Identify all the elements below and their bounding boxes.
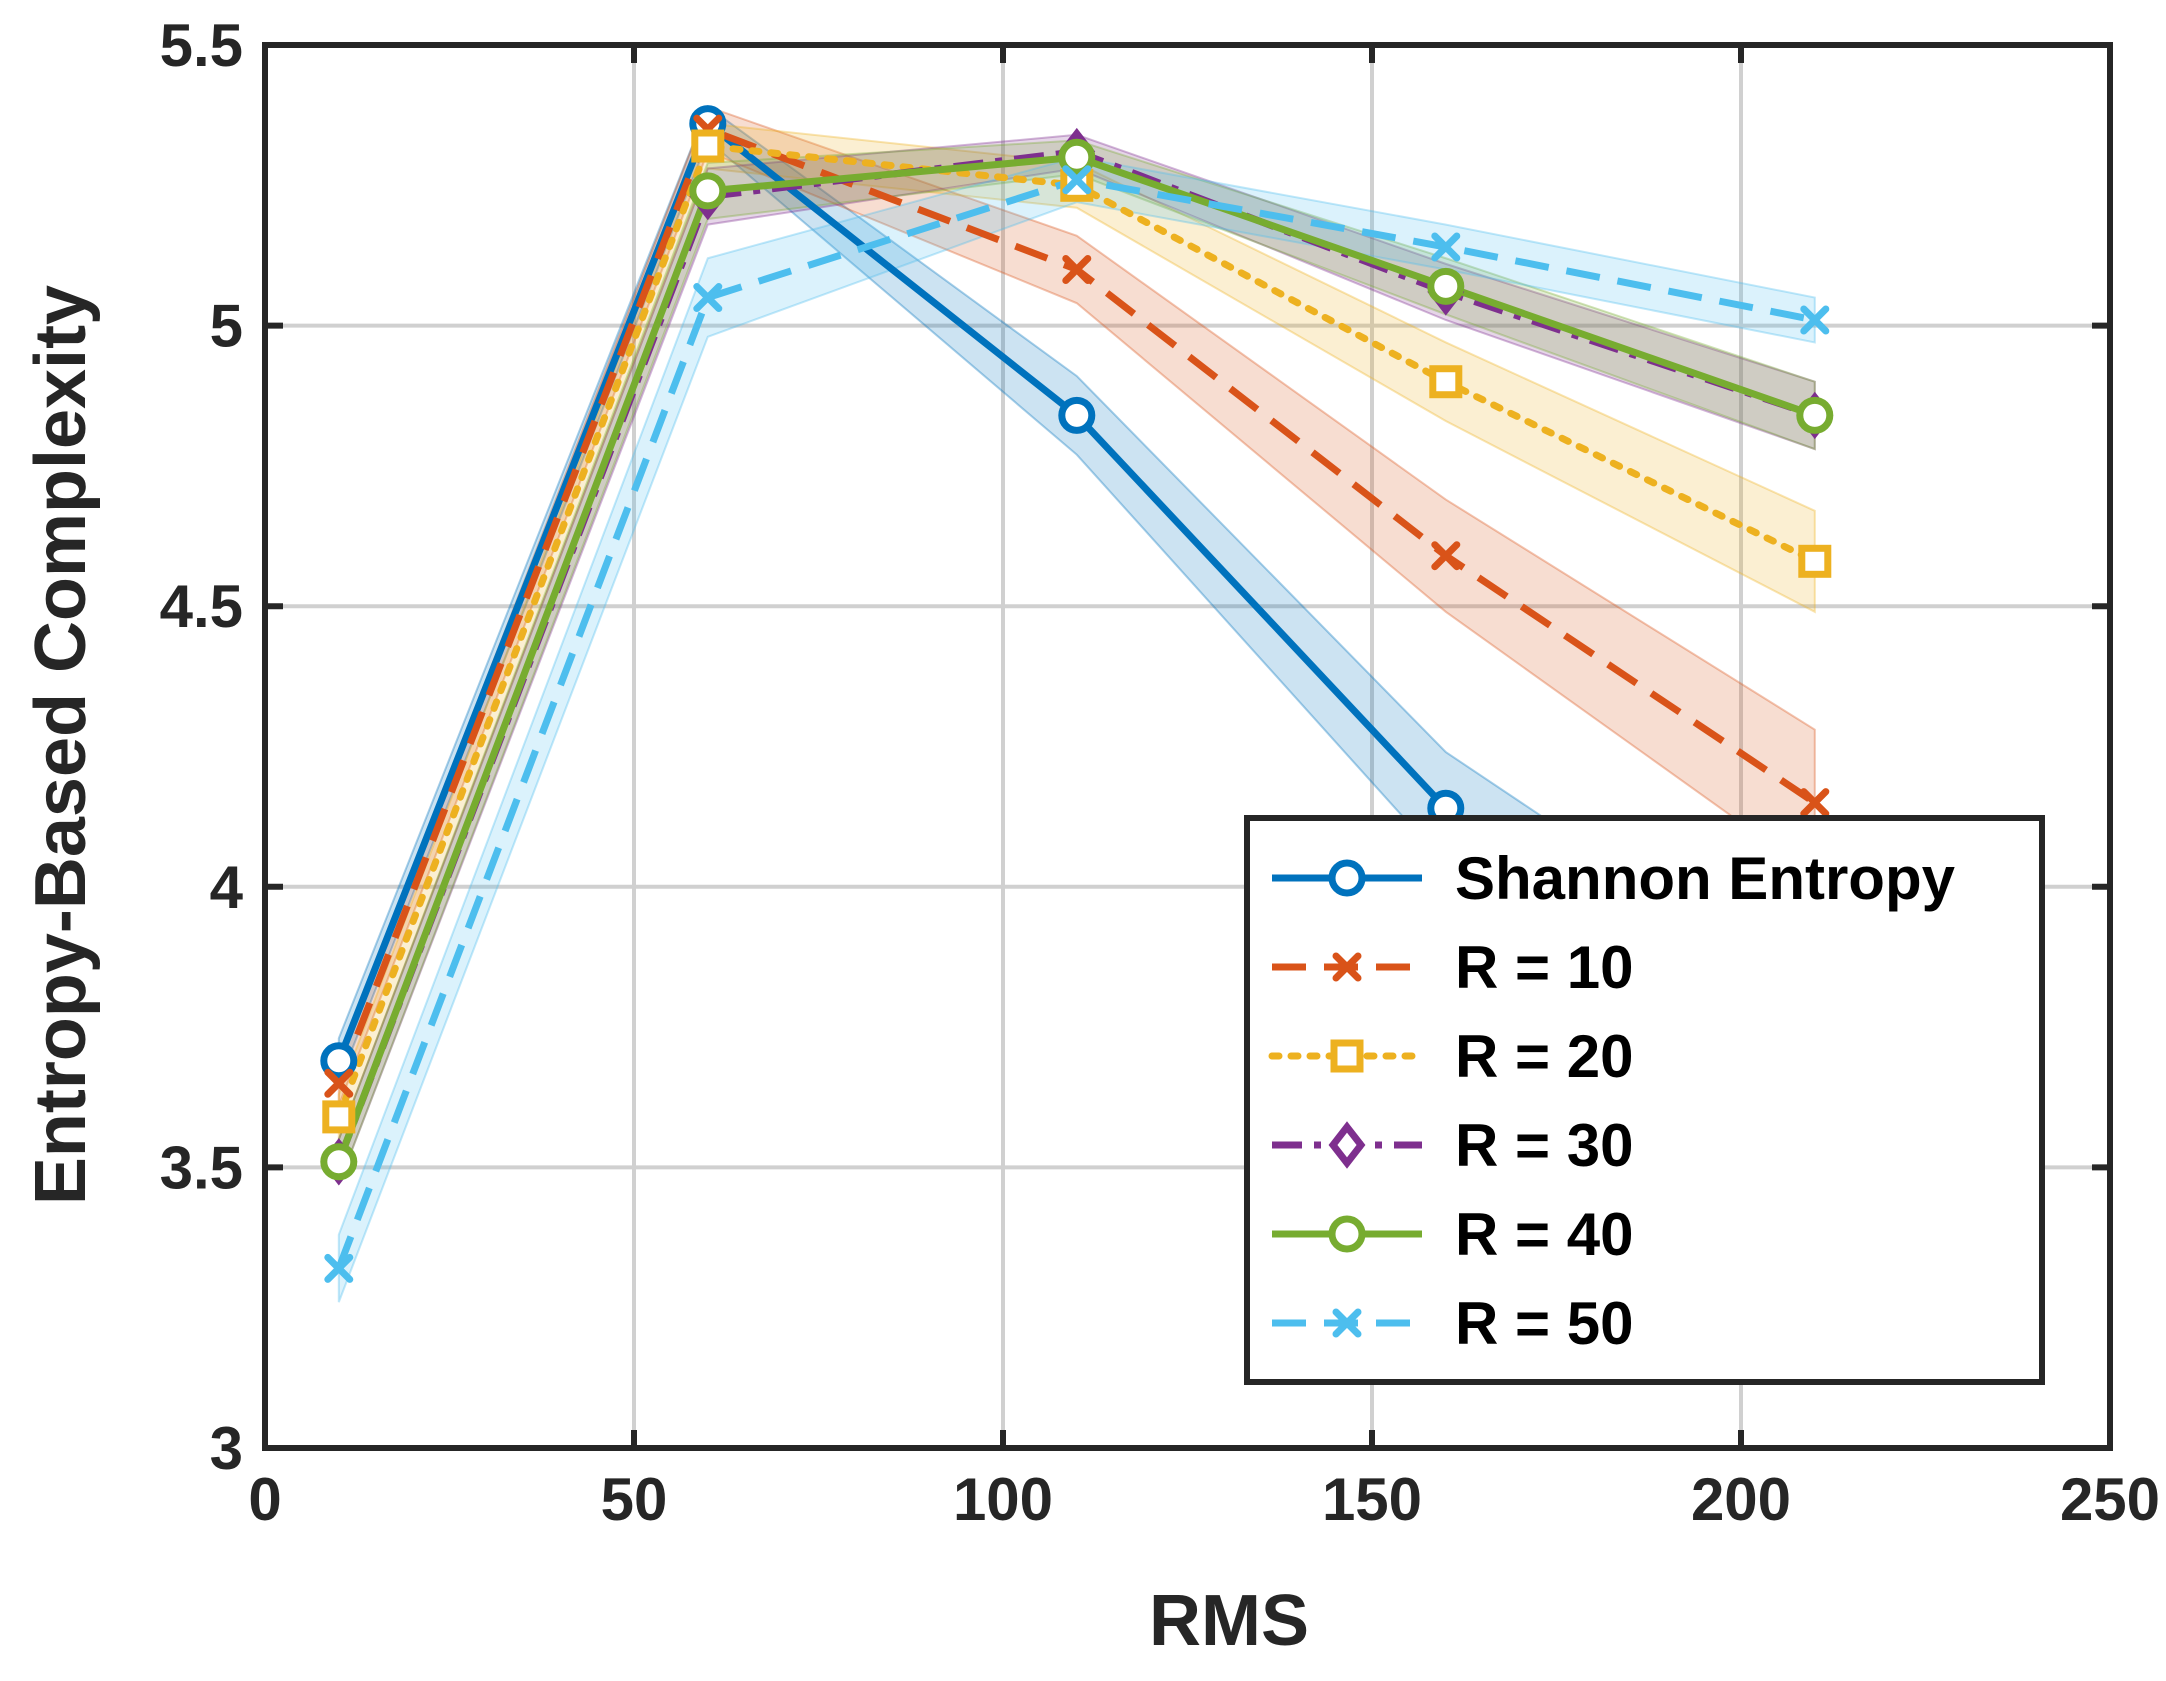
y-axis-title: Entropy-Based Complexity — [21, 285, 101, 1205]
confidence-band — [337, 133, 1816, 1185]
data-point — [320, 1143, 358, 1181]
legend-label: Shannon Entropy — [1455, 845, 1956, 912]
legend-box — [1244, 815, 2045, 1385]
x-axis-title: RMS — [1149, 1581, 1309, 1661]
data-point — [1328, 859, 1366, 897]
data-point — [1058, 396, 1096, 434]
data-point — [1429, 365, 1463, 399]
x-tick-label: 100 — [953, 1466, 1053, 1533]
y-tick-label: 5.5 — [160, 12, 243, 79]
data-point — [1332, 952, 1362, 982]
data-point — [1062, 254, 1092, 284]
data-point — [1328, 1215, 1366, 1253]
data-point — [1800, 788, 1830, 818]
data-point — [324, 1253, 354, 1283]
legend-label: R = 50 — [1455, 1290, 1633, 1357]
data-point — [1431, 541, 1461, 571]
data-point — [1330, 1039, 1364, 1073]
legend-label: R = 30 — [1455, 1112, 1633, 1179]
x-tick-label: 150 — [1322, 1466, 1422, 1533]
data-point — [1062, 165, 1092, 195]
data-point — [1427, 267, 1465, 305]
data-point — [1798, 544, 1832, 578]
data-point — [1332, 1308, 1362, 1338]
y-tick-label: 3.5 — [160, 1134, 243, 1201]
legend-label: R = 10 — [1455, 934, 1633, 1001]
y-tick-label: 5 — [210, 293, 243, 360]
axes — [262, 42, 2113, 1451]
y-tick-label: 4 — [210, 854, 244, 921]
data-point — [322, 1100, 356, 1134]
data-point — [691, 129, 725, 163]
axes-box — [262, 42, 2113, 1451]
legend-label: R = 20 — [1455, 1023, 1633, 1090]
data-point — [1800, 305, 1830, 335]
x-tick-label: 50 — [601, 1466, 668, 1533]
confidence-band — [337, 156, 1816, 1303]
data-point — [1796, 396, 1834, 434]
data-point — [689, 172, 727, 210]
x-tick-label: 250 — [2060, 1466, 2160, 1533]
data-point — [1431, 232, 1461, 262]
data-point — [320, 1042, 358, 1080]
data-point — [693, 283, 723, 313]
data-point — [324, 1068, 354, 1098]
data-point — [1328, 1121, 1366, 1169]
legend: Shannon Entropy R = 10 R = 20 R = 30 R = 40 R… — [1244, 815, 2045, 1385]
y-tick-label: 3 — [210, 1415, 243, 1482]
data-point — [1058, 138, 1096, 176]
y-tick-label: 4.5 — [160, 573, 243, 640]
x-tick-label: 0 — [248, 1466, 281, 1533]
y-tick-labels: 3 3.5 4 4.5 5 5.5 — [160, 12, 244, 1482]
confidence-band — [337, 139, 1816, 1185]
legend-label: R = 40 — [1455, 1201, 1633, 1268]
x-tick-labels: 0 50 100 150 200 250 — [248, 1466, 2160, 1533]
x-tick-label: 200 — [1691, 1466, 1791, 1533]
